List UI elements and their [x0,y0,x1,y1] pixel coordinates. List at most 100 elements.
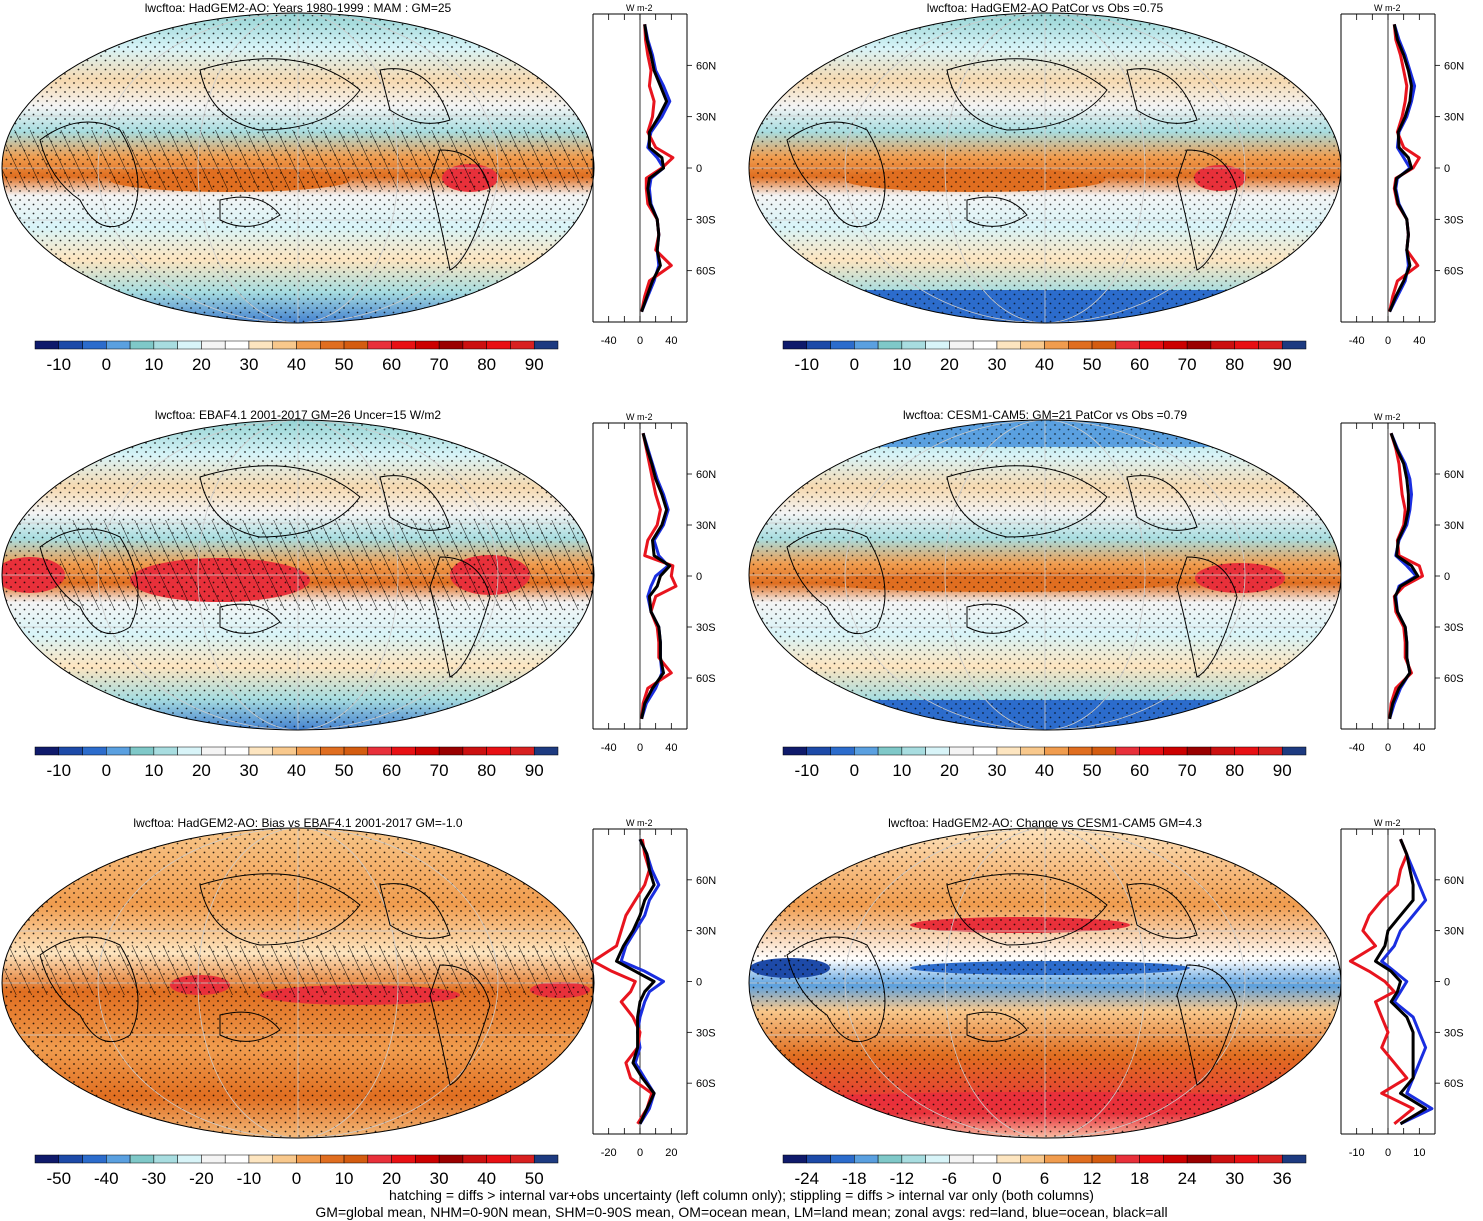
colorbar-swatch [877,746,903,756]
profile-y-tick-label: 30N [696,926,716,938]
hatching [2,945,594,995]
footnote-hatching: hatching = diffs > internal var+obs unce… [389,1187,1094,1203]
colorbar-swatch [1091,340,1117,350]
map [2,13,594,323]
colorbar-tick-label: 0 [850,355,859,374]
colorbar-tick-label: -12 [890,1169,915,1188]
colorbar-tick-label: 20 [382,1169,401,1188]
graticule [749,828,1341,1138]
profile-y-tick-label: 0 [1444,163,1450,175]
panel-title: lwcftoa: EBAF4.1 2001-2017 GM=26 Uncer=1… [155,408,441,422]
coastline [39,465,491,678]
profile-x-tick-label: 40 [665,335,677,347]
profile-line-ocean [1388,432,1418,720]
colorbar-swatch [153,746,178,756]
coastline [786,465,1238,678]
colorbar-tick-label: 0 [292,1169,301,1188]
profile-x-tick-label: 40 [1413,742,1425,754]
profile-y-tick-label: 60N [1444,60,1464,72]
profile-y-tick-label: 60S [696,266,716,278]
colorbar-swatch [415,746,440,756]
colorbar-tick-label: 20 [192,355,211,374]
colorbar-swatch [1139,1154,1164,1164]
colorbar-swatch [1281,340,1307,350]
colorbar-tick-label: -10 [794,355,819,374]
colorbar-tick-label: 0 [102,355,111,374]
profile-units: W m-2 [626,3,653,13]
colorbar-swatch [391,746,416,756]
colorbar-swatch [129,340,155,350]
colorbar-tick-label: 80 [477,355,496,374]
colorbar-swatch [224,746,250,756]
profile-y-tick-label: 30S [696,214,716,226]
profile-units: W m-2 [1374,818,1401,828]
profile-line-ocean [1380,838,1434,1126]
colorbar-swatch [1115,746,1140,756]
colorbar-tick-label: 90 [1273,761,1292,780]
colorbar-swatch [1091,746,1117,756]
colorbar-swatch [996,340,1021,350]
colorbar-2: -10 0 10 20 30 40 50 60 70 80 90 [782,340,1307,374]
profile-x-tick-label: -40 [601,742,617,754]
coastline [786,58,1238,271]
colorbar-swatch [510,340,535,350]
colorbar-swatch [320,340,345,350]
panel-6: lwcftoa: HadGEM2-AO: Change vs CESM1-CAM… [748,816,1342,1139]
colorbar-swatch [343,1154,369,1164]
colorbar-swatch [248,1154,273,1164]
colorbar-swatch [462,340,487,350]
profile-y-tick-label: 0 [1444,977,1450,989]
graticule [749,420,1341,730]
graticule [2,420,594,730]
colorbar-tick-label: 0 [992,1169,1001,1188]
colorbar-tick-label: 24 [1178,1169,1197,1188]
colorbar-swatch [854,1154,879,1164]
colorbar-swatch [320,746,345,756]
colorbar-swatch [296,746,321,756]
colorbar-swatch [1163,1154,1188,1164]
profile-x-tick-label: -10 [1349,1147,1365,1159]
colorbar-swatch [830,1154,855,1164]
colorbar-tick-label: 40 [1035,761,1054,780]
colorbar-swatch [1091,1154,1117,1164]
profile-units: W m-2 [626,412,653,422]
colorbar-tick-label: 70 [430,761,449,780]
colorbar-tick-label: 60 [382,761,401,780]
map-border [1,827,595,1139]
colorbar-tick-label: 50 [335,761,354,780]
colorbar-tick-label: 60 [382,355,401,374]
colorbar-tick-label: -40 [94,1169,119,1188]
profile-y-tick-label: 60N [1444,469,1464,481]
profile-y-tick-label: 0 [696,163,702,175]
colorbar-tick-label: -18 [842,1169,867,1188]
zonal-profile-2: -40 0 40 60N 30N 0 30S 60S W m-2 [1340,3,1464,347]
colorbar-tick-label: 50 [1083,355,1102,374]
colorbar-swatch [248,340,273,350]
colorbar-swatch [533,1154,559,1164]
colorbar-swatch [854,340,879,350]
colorbar-swatch [82,340,107,350]
profile-units: W m-2 [626,818,653,828]
colorbar-swatch [1186,1154,1212,1164]
map [2,420,594,730]
colorbar-tick-label: 50 [335,355,354,374]
panel-title: lwcftoa: HadGEM2-AO: Bias vs EBAF4.1 200… [133,816,462,830]
profile-line-all [640,24,669,313]
colorbar-swatch [415,1154,440,1164]
profile-y-tick-label: 0 [696,571,702,583]
colorbar-tick-label: 30 [430,1169,449,1188]
profile-x-tick-label: 0 [1385,1147,1391,1159]
profile-line-land [640,432,678,719]
colorbar-tick-label: 10 [892,761,911,780]
colorbar-swatch [1044,1154,1069,1164]
colorbar-swatch [438,746,464,756]
colorbar-swatch [1068,746,1093,756]
colorbar-swatch [782,1154,808,1164]
profile-y-tick-label: 60S [1444,673,1464,685]
colorbar-tick-label: 40 [477,1169,496,1188]
profile-y-tick-label: 30S [696,622,716,634]
colorbar-swatch [129,1154,155,1164]
profile-y-tick-label: 60N [696,875,716,887]
profile-x-tick-label: -20 [601,1147,617,1159]
profile-y-tick-label: 30S [696,1027,716,1039]
